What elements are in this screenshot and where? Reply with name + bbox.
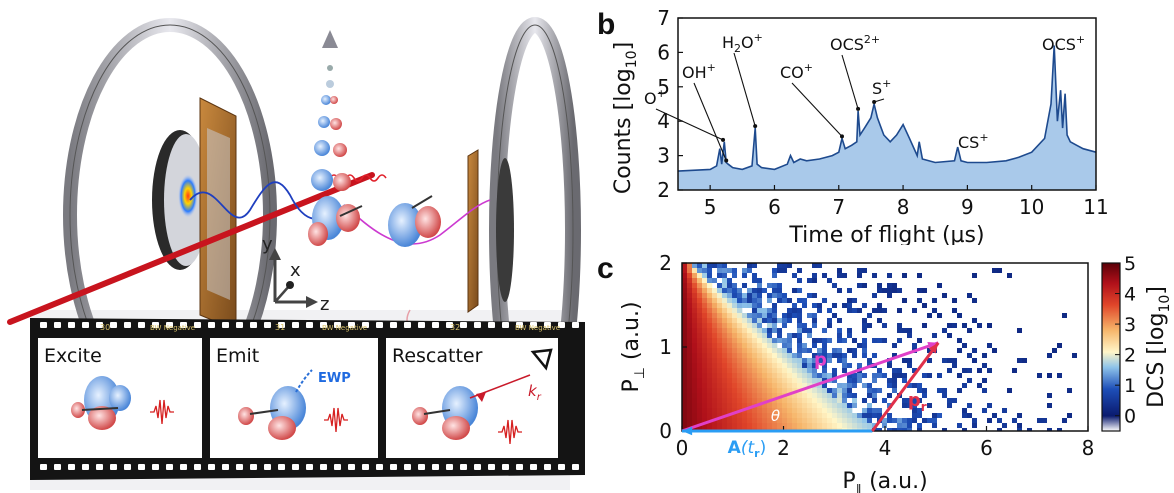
c-ylabel: P⊥ (a.u.) xyxy=(619,301,648,392)
b-xtick-label-0: 5 xyxy=(704,195,717,219)
b-peak-arrowhead-4 xyxy=(856,107,860,111)
b-peak-arrowhead-2 xyxy=(753,124,757,128)
frame-2-number: 31 xyxy=(275,323,285,332)
b-xtick-label-3: 8 xyxy=(897,195,910,219)
b-peak-arrowhead-3 xyxy=(840,134,844,138)
b-ytick-label-5: 7 xyxy=(657,6,670,30)
c-xtick-label-4: 8 xyxy=(1082,436,1095,460)
b-peak-arrow-1 xyxy=(694,83,726,160)
right-electrode-plate xyxy=(468,150,478,312)
c-cbar-tick-label-1: 1 xyxy=(1124,375,1136,397)
b-xtick-label-4: 9 xyxy=(961,195,974,219)
c-ytick-label-0: 0 xyxy=(659,419,672,443)
b-xtick-label-5: 10 xyxy=(1019,195,1044,219)
b-peak-arrow-2 xyxy=(734,53,755,126)
frame-2-brand: BW Negative xyxy=(322,324,367,332)
c-cbar-tick-label-0: 0 xyxy=(1124,406,1136,428)
b-ytick-label-0: 2 xyxy=(657,178,670,202)
b-peak-arrow-3 xyxy=(792,83,842,136)
b-ylabel: Counts [log10] xyxy=(611,42,640,194)
c-xtick-label-1: 2 xyxy=(777,436,790,460)
b-peak-label-3: CO+ xyxy=(780,61,813,82)
c-vector-label-a: A(tr) xyxy=(728,438,767,460)
c-cbar-tick-label-2: 2 xyxy=(1124,345,1136,367)
frame-1-brand: BW Negative xyxy=(150,324,195,332)
c-ytick-label-2: 2 xyxy=(659,251,672,275)
b-peak-label-5: S+ xyxy=(872,77,891,98)
c-ytick-label-1: 1 xyxy=(659,335,672,359)
c-angle-label: θ xyxy=(771,407,780,425)
b-peak-label-1: OH+ xyxy=(682,61,716,82)
b-peak-arrow-4 xyxy=(842,55,858,109)
b-xtick-label-1: 6 xyxy=(768,195,781,219)
frame-3-brand: BW Negative xyxy=(515,324,560,332)
frame-rescatter-title: Rescatter xyxy=(392,345,483,367)
b-xtick-label-6: 11 xyxy=(1083,195,1108,219)
c-vector-label-p: p xyxy=(814,349,827,370)
film-strip: 30 BW Negative 31 BW Negative 32 BW Nega… xyxy=(30,318,585,480)
axis-label-y: y xyxy=(262,234,273,255)
frame-emit-title: Emit xyxy=(216,345,259,367)
c-colorbar-label: DCS [log10] xyxy=(1144,286,1173,408)
frame-excite-title: Excite xyxy=(44,345,102,367)
frame-3-number: 32 xyxy=(450,323,460,332)
c-colorbar xyxy=(1102,263,1120,431)
panel-b-tof-spectrum: 5 6 7 8 9 10 11234567O+OH+H2O+CO+OCS2+S+CS+OCS… xyxy=(590,0,1174,245)
b-xlabel: Time of flight (µs) xyxy=(788,223,984,245)
b-peak-label-7: OCS+ xyxy=(1042,33,1085,54)
panel-a-schematic: y x z 30 BW Negative 31 BW Negative 32 B… xyxy=(0,0,590,493)
c-vector-2 xyxy=(872,343,938,431)
b-peak-label-6: CS+ xyxy=(958,131,989,152)
c-heatmap xyxy=(682,263,1077,433)
c-xtick-label-2: 4 xyxy=(879,436,892,460)
c-cbar-tick-label-5: 5 xyxy=(1124,253,1136,275)
c-xlabel: P∥ (a.u.) xyxy=(842,469,927,493)
b-peak-label-0: O+ xyxy=(644,87,666,108)
b-ytick-label-4: 6 xyxy=(657,40,670,64)
axis-label-x: x xyxy=(290,260,301,281)
frame-1-number: 30 xyxy=(100,323,110,332)
b-ytick-label-1: 3 xyxy=(657,144,670,168)
b-peak-label-2: H2O+ xyxy=(722,31,763,55)
c-cbar-tick-label-4: 4 xyxy=(1124,284,1136,306)
b-peak-label-4: OCS2+ xyxy=(830,33,880,54)
emit-tag-ewp: EWP xyxy=(318,371,351,386)
c-cbar-tick-label-3: 3 xyxy=(1124,314,1136,336)
axis-label-z: z xyxy=(320,294,329,315)
right-detector xyxy=(496,158,514,302)
c-xtick-label-0: 0 xyxy=(676,436,689,460)
b-xtick-label-2: 7 xyxy=(832,195,845,219)
b-peak-arrowhead-1 xyxy=(724,158,728,162)
b-peak-arrowhead-5 xyxy=(872,100,876,104)
b-peak-arrowhead-0 xyxy=(721,138,725,142)
c-xtick-label-3: 6 xyxy=(980,436,993,460)
